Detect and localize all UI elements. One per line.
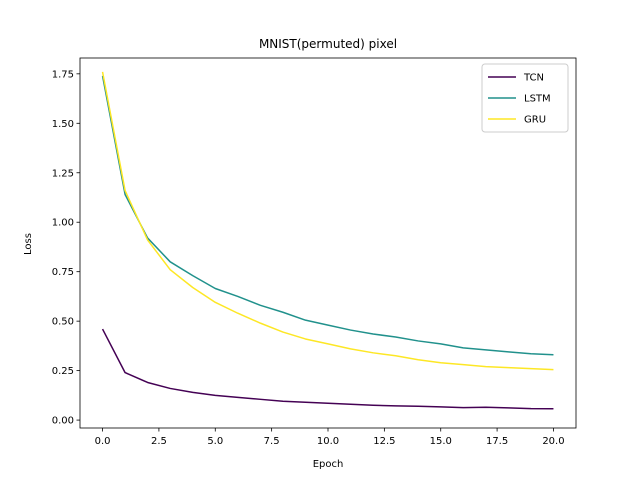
plot-area: 0.0 2.5 5.0 7.5 10.0 12.5 15.0 17.5 20.0 0.00 0.25… [52,57,577,447]
y-axis-label: Loss [23,233,34,255]
x-tick-label: 10.0 [317,436,339,447]
legend-label-tcn: TCN [523,73,544,84]
y-tick-label: 0.50 [52,317,74,328]
x-tick-label: 7.5 [264,436,280,447]
series-line-tcn [101,328,554,410]
legend-label-gru: GRU [524,115,546,126]
y-tick-label: 0.00 [52,416,74,427]
x-tick-label: 5.0 [207,436,223,447]
x-tick-label: 2.5 [151,436,167,447]
x-tick-label: 0.0 [95,436,111,447]
y-tick-label: 0.75 [52,267,74,278]
x-tick-label: 20.0 [542,436,564,447]
legend-label-lstm: LSTM [524,94,551,105]
y-tick-label: 1.00 [52,218,74,229]
y-tick-label: 1.50 [52,119,74,130]
chart-title: MNIST(permuted) pixel [259,37,397,51]
x-tick-label: 15.0 [430,436,452,447]
x-axis-label: Epoch [313,459,344,470]
series-line-lstm [101,75,554,356]
y-tick-label: 1.25 [52,168,74,179]
legend-box [481,63,569,133]
x-tick-label: 12.5 [373,436,395,447]
y-tick-label: 1.75 [52,69,74,80]
series-line-gru [101,71,554,371]
y-tick-label: 0.25 [52,366,74,377]
x-tick-label: 17.5 [486,436,508,447]
